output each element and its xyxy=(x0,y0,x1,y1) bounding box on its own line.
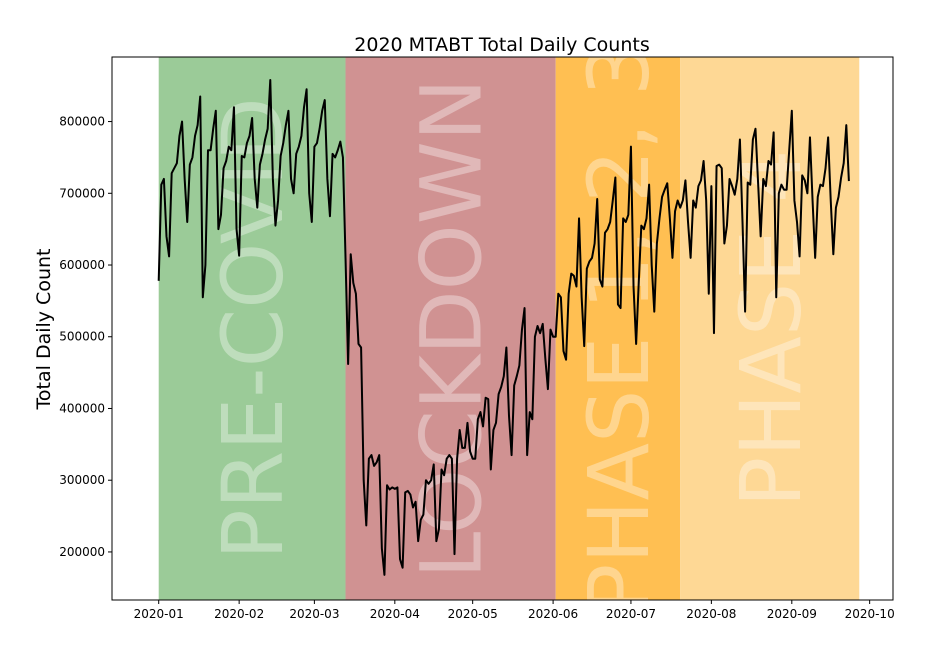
chart-title: 2020 MTABT Total Daily Counts xyxy=(354,34,649,56)
x-tick-label: 2020-04 xyxy=(370,607,420,621)
phase-labels: PRE-COVID LOCKDOWN PHASE 1, 2, 3 PHASE 4 xyxy=(204,43,820,615)
x-tick-label: 2020-05 xyxy=(448,607,498,621)
y-tick-label: 500000 xyxy=(59,330,105,344)
y-tick-label: 400000 xyxy=(59,401,105,415)
y-axis-label: Total Daily Count xyxy=(33,249,55,411)
x-tick-label: 2020-09 xyxy=(767,607,817,621)
x-axis: 2020-01 2020-02 2020-03 2020-04 2020-05 2020-… xyxy=(134,600,895,621)
y-tick-label: 300000 xyxy=(59,473,105,487)
y-tick-label: 800000 xyxy=(59,115,105,129)
series-line xyxy=(157,78,850,576)
x-tick-label: 2020-07 xyxy=(606,607,656,621)
phase-label-1: LOCKDOWN xyxy=(403,78,501,578)
phase-band-2 xyxy=(555,57,681,600)
y-tick-label: 600000 xyxy=(59,258,105,272)
x-tick-label: 2020-02 xyxy=(214,607,264,621)
phase-label-0: PRE-COVID xyxy=(204,97,302,560)
x-tick-label: 2020-01 xyxy=(134,607,184,621)
x-tick-label: 2020-06 xyxy=(528,607,578,621)
x-tick-label: 2020-03 xyxy=(289,607,339,621)
phase-label-2: PHASE 1, 2, 3 xyxy=(570,43,668,615)
x-tick-label: 2020-10 xyxy=(845,607,895,621)
y-axis: 200000 300000 400000 500000 600000 700000 8000… xyxy=(59,115,112,559)
y-tick-label: 700000 xyxy=(59,186,105,200)
x-tick-label: 2020-08 xyxy=(686,607,736,621)
phase-label-3: PHASE 4 xyxy=(722,150,820,508)
axes-frame xyxy=(111,56,894,601)
series-layer xyxy=(157,78,850,576)
y-tick-label: 200000 xyxy=(59,545,105,559)
